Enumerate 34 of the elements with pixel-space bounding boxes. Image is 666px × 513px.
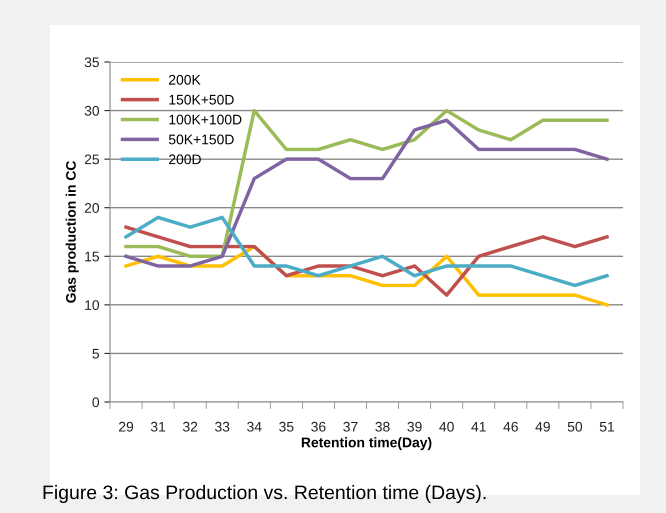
x-tick-label: 29 — [119, 422, 134, 432]
x-tick-label: 36 — [311, 422, 326, 432]
legend-label: 200K — [169, 74, 201, 85]
y-tick-label: 30 — [84, 106, 100, 116]
x-tick-label: 39 — [407, 422, 422, 432]
caption: Figure 3: Gas Production vs. Retention time (Days). — [44, 484, 486, 504]
line-series — [124, 216, 609, 288]
x-tick-label: 31 — [150, 422, 166, 432]
y-tick-label: 0 — [92, 397, 100, 408]
legend-label: 100K+100D — [169, 114, 242, 124]
x-tick-label: 34 — [247, 422, 262, 432]
x-tick-label: 38 — [375, 422, 390, 432]
y-tick-label: 15 — [85, 252, 100, 262]
y-tick-label: 10 — [85, 300, 100, 310]
x-tick-label: 40 — [439, 422, 454, 432]
legend-label: 150K+50D — [169, 94, 234, 105]
x-axis-title: Retention time(Day) — [302, 437, 432, 450]
legend-label: 200D — [169, 154, 201, 164]
y-tick-label: 5 — [92, 348, 99, 359]
x-tick-label: 51 — [600, 422, 614, 432]
x-tick-label: 49 — [535, 422, 550, 432]
x-tick-label: 35 — [279, 422, 294, 432]
x-tick-label: 32 — [182, 422, 198, 432]
x-tick-label: 50 — [568, 422, 582, 432]
x-tick-label: 33 — [215, 422, 230, 432]
y-tick-label: 25 — [84, 154, 100, 164]
line-series — [124, 225, 609, 297]
x-tick-label: 46 — [503, 422, 518, 432]
legend-label: 50K+150D — [168, 134, 234, 144]
y-axis-title: Gas production in CC — [66, 161, 79, 303]
x-tick-label: 37 — [343, 422, 358, 432]
y-tick-label: 35 — [84, 57, 100, 68]
y-tick-label: 20 — [84, 203, 100, 213]
x-tick-label: 41 — [471, 422, 486, 432]
